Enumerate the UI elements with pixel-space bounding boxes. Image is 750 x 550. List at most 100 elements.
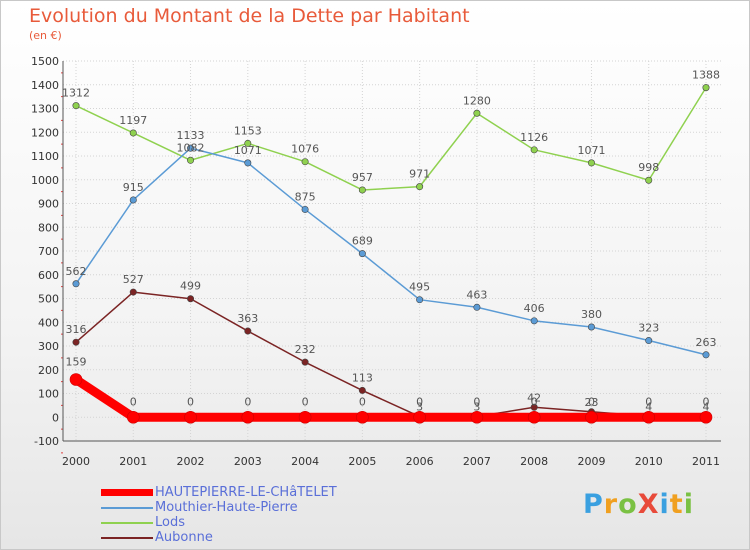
data-point [184, 410, 197, 424]
data-point [244, 159, 252, 167]
data-point [470, 410, 484, 424]
chart-unit: (en €) [29, 29, 62, 42]
data-label: 1153 [234, 124, 262, 137]
data-point [244, 327, 252, 335]
x-tick-label: 2009 [577, 455, 605, 468]
data-point [530, 317, 538, 325]
data-point [585, 410, 598, 424]
data-label: 957 [352, 171, 373, 184]
data-label: 3 [416, 401, 423, 414]
data-point [530, 403, 538, 411]
data-label: 463 [466, 288, 487, 301]
legend-swatch [101, 507, 153, 509]
data-point [187, 144, 195, 152]
y-tick-label: 300 [38, 340, 59, 353]
data-label: 263 [696, 336, 717, 349]
data-point [473, 109, 481, 117]
grid-layer [63, 60, 721, 442]
y-tick-label: 1200 [31, 126, 59, 139]
series-line-2 [75, 87, 707, 191]
data-label: 0 [244, 395, 251, 408]
data-label: 3 [473, 401, 480, 414]
y-tick-label: 200 [38, 364, 59, 377]
data-label: 1071 [234, 144, 262, 157]
data-label: 0 [187, 395, 194, 408]
data-point [702, 84, 710, 92]
data-point [126, 410, 140, 424]
data-label: 0 [302, 395, 309, 408]
brand-letter: o [618, 489, 638, 520]
brand-logo: ProXiti [583, 489, 694, 520]
data-point [241, 410, 255, 424]
data-point [358, 250, 366, 258]
data-label: 689 [352, 235, 373, 248]
data-label: 0 [473, 395, 480, 408]
data-label: 0 [645, 395, 652, 408]
data-point [129, 196, 137, 204]
data-point [358, 186, 366, 194]
y-tick-label: 900 [38, 198, 59, 211]
legend-label: Mouthier-Haute-Pierre [155, 500, 298, 515]
data-label: 1126 [520, 131, 548, 144]
data-point [530, 146, 538, 154]
data-point [358, 386, 366, 394]
data-point [527, 410, 541, 424]
data-label: 42 [527, 391, 541, 404]
data-label: 0 [416, 395, 423, 408]
brand-letter: i [683, 489, 694, 520]
data-point [473, 303, 481, 311]
x-tick-label: 2002 [177, 455, 205, 468]
y-tick-label: 400 [38, 316, 59, 329]
y-tick-label: 1100 [31, 150, 59, 163]
y-tick-label: 600 [38, 269, 59, 282]
brand-letter: P [583, 489, 604, 520]
y-tick-label: 800 [38, 221, 59, 234]
legend-label: Lods [155, 515, 185, 530]
legend-label: Aubonne [155, 530, 213, 545]
data-point [356, 410, 369, 424]
x-tick-label: 2001 [119, 455, 147, 468]
y-tick-label: 1300 [31, 103, 59, 116]
data-label: 323 [638, 322, 659, 335]
data-label: 1076 [291, 143, 319, 156]
data-label: 0 [130, 395, 137, 408]
y-tick-label: 700 [38, 245, 59, 258]
data-label: 1082 [177, 141, 205, 154]
data-label: 316 [66, 323, 87, 336]
y-tick-label: 0 [52, 411, 59, 424]
data-label: 159 [66, 355, 87, 368]
data-label: 998 [638, 161, 659, 174]
brand-letter: X [637, 489, 660, 520]
data-label: 1133 [177, 129, 205, 142]
data-point [129, 129, 137, 137]
legend-swatch [101, 522, 153, 524]
data-label: 915 [123, 181, 144, 194]
data-point [301, 358, 309, 366]
data-point [587, 323, 595, 331]
data-label: 0 [703, 395, 710, 408]
data-label: 1312 [62, 87, 90, 100]
data-point [301, 205, 309, 213]
brand-letter: t [669, 489, 684, 520]
data-label: 875 [295, 190, 316, 203]
brand-letter: i [659, 489, 670, 520]
brand-letter: r [603, 489, 619, 520]
series-line-3 [75, 291, 706, 418]
data-label: 113 [352, 371, 373, 384]
label-layer: 1312 1197 1082 1153 1076 957 971 1280 1126 1071 99… [62, 69, 720, 414]
data-point [129, 288, 137, 296]
data-label: 1280 [463, 94, 491, 107]
data-point [645, 337, 653, 345]
x-tick-label: 2011 [692, 455, 720, 468]
x-tick-label: 2003 [234, 455, 262, 468]
data-label: 4 [645, 400, 652, 413]
data-label: 495 [409, 281, 430, 294]
data-point [244, 139, 252, 147]
data-label: 0 [588, 395, 595, 408]
y-tick-label: 1500 [31, 55, 59, 68]
data-label: 4 [703, 400, 710, 413]
data-point [72, 280, 80, 288]
x-tick-label: 2007 [463, 455, 491, 468]
data-label: 232 [295, 343, 316, 356]
